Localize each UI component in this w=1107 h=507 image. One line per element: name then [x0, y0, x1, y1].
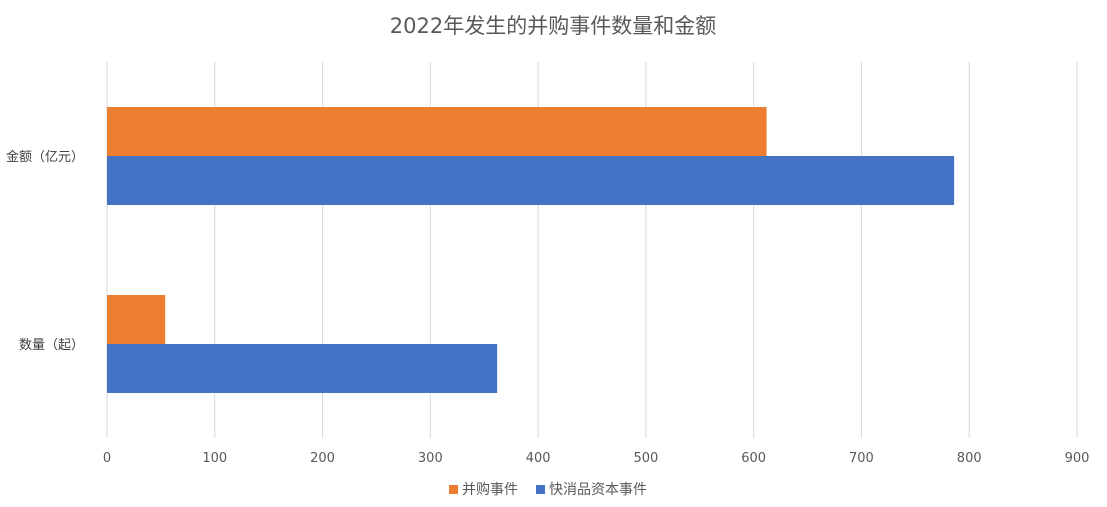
legend-swatch: [536, 485, 545, 494]
category-label: 金额（亿元）: [6, 149, 84, 165]
legend: 并购事件 快消品资本事件: [449, 482, 647, 498]
chart-title: 2022年发生的并购事件数量和金额: [390, 14, 716, 38]
x-tick-label: 800: [957, 451, 982, 466]
x-tick-label: 100: [202, 451, 227, 466]
x-tick-label: 500: [633, 451, 658, 466]
x-tick-label: 300: [418, 451, 443, 466]
x-axis-ticks: 0 100 200 300 400 500 600 700 800 900: [103, 451, 1090, 466]
legend-label: 快消品资本事件: [549, 482, 647, 498]
bar-merger-1: [107, 295, 166, 344]
legend-label: 并购事件: [462, 482, 518, 498]
x-tick-label: 700: [849, 451, 874, 466]
bar-fmcg-1: [107, 344, 498, 393]
bar-fmcg-0: [107, 156, 955, 205]
y-axis-categories: 金额（亿元） 数量（起）: [6, 149, 84, 353]
bars: [107, 107, 955, 393]
x-tick-label: 0: [103, 451, 111, 466]
legend-swatch: [449, 485, 458, 494]
bar-merger-0: [107, 107, 767, 156]
x-tick-label: 900: [1065, 451, 1090, 466]
x-tick-label: 200: [310, 451, 335, 466]
x-tick-label: 600: [741, 451, 766, 466]
category-label: 数量（起）: [19, 338, 84, 353]
x-tick-label: 400: [526, 451, 551, 466]
